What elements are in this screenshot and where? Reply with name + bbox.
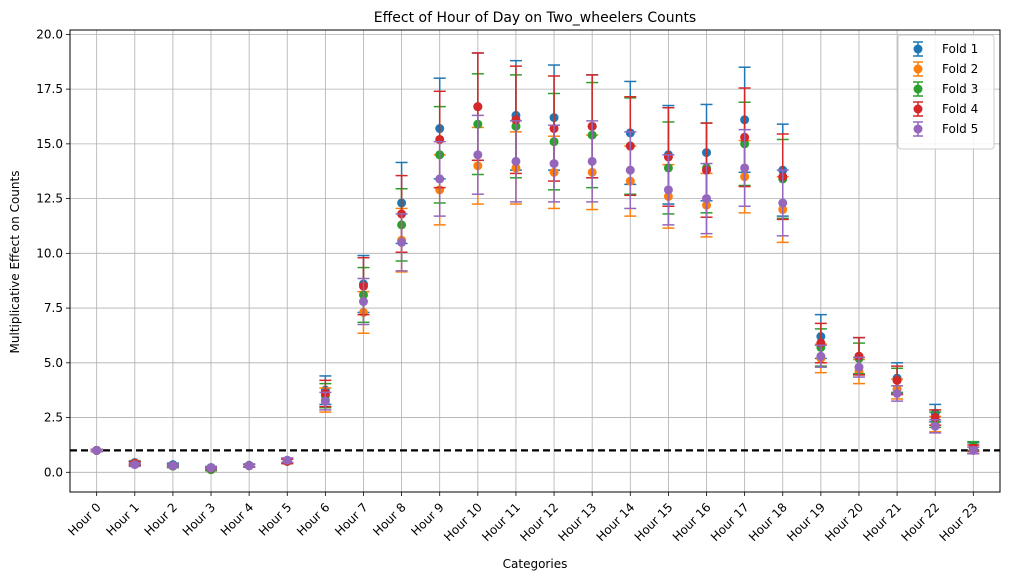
y-tick-label: 17.5 [36,82,63,96]
series-3 [90,73,980,475]
data-point [397,237,407,247]
x-tick-label: Hour 4 [218,500,256,538]
legend-marker [913,44,923,54]
data-point [892,375,902,385]
legend-marker [913,124,923,134]
x-tick-label: Hour 20 [822,500,866,544]
legend-marker [913,104,923,114]
data-point [435,174,445,184]
x-tick-label: Hour 18 [746,500,790,544]
x-tick-label: Hour 17 [708,500,752,544]
x-tick-label: Hour 21 [860,500,904,544]
data-point [244,461,254,471]
data-point [511,115,521,125]
y-axis-ticks: 0.0 2.5 5.0 7.5 10.0 12.5 15.0 17.5 20.0 [36,27,70,479]
x-tick-label: Hour 19 [784,500,828,544]
x-tick-label: Hour 0 [65,500,103,538]
x-tick-label: Hour 8 [370,500,408,538]
data-point [892,388,902,398]
data-point [92,445,102,455]
data-point [511,156,521,166]
data-point [930,421,940,431]
grid-lines [70,30,1000,492]
data-point [549,159,559,169]
data-point [587,156,597,166]
x-tick-label: Hour 6 [294,500,332,538]
data-point [968,445,978,455]
data-point [702,194,712,204]
legend: Fold 1 Fold 2 Fold 3 Fold 4 Fold 5 [897,34,995,150]
y-tick-label: 10.0 [36,246,63,260]
y-tick-label: 12.5 [36,192,63,206]
x-axis-ticks: Hour 0 Hour 1 Hour 2 Hour 3 Hour 4 Hour 5 Hour… [65,492,980,544]
series-4 [90,52,980,473]
x-tick-label: Hour 5 [256,500,294,538]
legend-label: Fold 2 [942,62,978,76]
legend-label: Fold 5 [942,122,978,136]
x-tick-label: Hour 7 [332,500,370,538]
legend-marker [913,84,923,94]
x-tick-label: Hour 14 [594,500,638,544]
y-tick-label: 20.0 [36,27,63,41]
data-point [854,362,864,372]
series-5 [90,114,980,473]
data-point [816,351,826,361]
x-tick-label: Hour 1 [103,500,141,538]
data-point [130,460,140,470]
data-point [206,463,216,473]
x-tick-label: Hour 23 [937,500,981,544]
x-tick-label: Hour 13 [555,500,599,544]
x-tick-label: Hour 11 [479,500,523,544]
x-tick-label: Hour 10 [441,500,485,544]
y-tick-label: 7.5 [44,301,63,315]
x-tick-label: Hour 12 [517,500,561,544]
data-point [473,102,483,112]
plot-frame [69,29,1001,493]
x-axis-title: Categories [503,557,568,571]
data-point [663,185,673,195]
data-point [473,150,483,160]
data-point [320,396,330,406]
x-tick-label: Hour 3 [180,500,218,538]
x-tick-label: Hour 2 [142,500,180,538]
x-tick-label: Hour 16 [670,500,714,544]
chart-title: Effect of Hour of Day on Two_wheelers Co… [374,10,696,26]
legend-label: Fold 1 [942,42,978,56]
data-point [854,351,864,361]
data-point [282,455,292,465]
data-point [168,461,178,471]
data-point [625,165,635,175]
legend-box [897,34,995,150]
series-1 [90,52,980,472]
legend-label: Fold 4 [942,102,978,116]
y-tick-label: 2.5 [44,411,63,425]
y-axis-title: Multiplicative Effect on Counts [8,171,22,354]
data-layer [90,52,980,475]
y-tick-label: 15.0 [36,137,63,151]
series-2 [90,126,980,473]
data-point [358,297,368,307]
legend-marker [913,64,923,74]
data-point [778,198,788,208]
data-point [740,163,750,173]
legend-label: Fold 3 [942,82,978,96]
x-tick-label: Hour 22 [898,500,942,544]
y-tick-label: 0.0 [44,465,63,479]
y-tick-label: 5.0 [44,356,63,370]
x-tick-label: Hour 15 [632,500,676,544]
